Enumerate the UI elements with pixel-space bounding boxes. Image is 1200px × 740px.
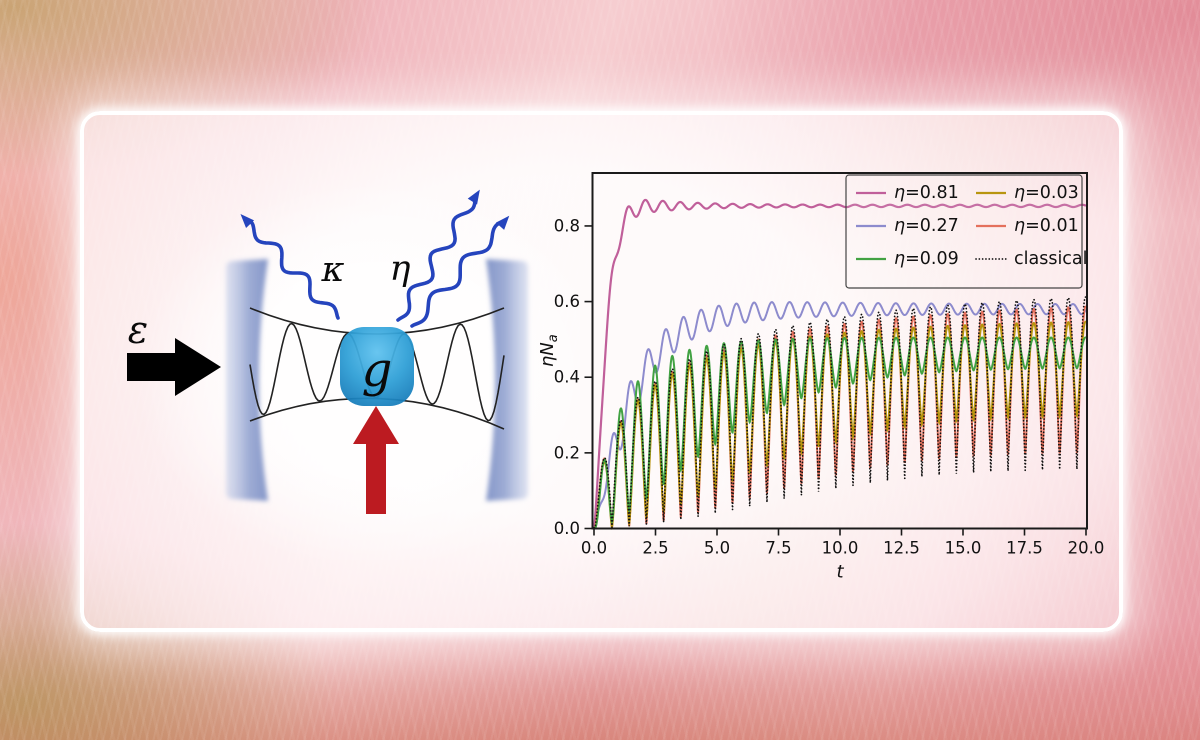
legend-item: classical [1014,249,1088,269]
coupling-label: g [362,342,393,398]
photon-emission-arrows [240,189,510,328]
plot-curves [593,198,1087,531]
series-classical [593,296,1087,529]
x-tick-label: 10.0 [822,539,859,558]
y-tick-label: 0.0 [554,519,580,538]
y-axis-label: ηNa [540,334,561,367]
x-tick-label: 7.5 [765,539,791,558]
kappa-wave-icon [246,219,340,320]
x-tick-label: 15.0 [945,539,982,558]
eta-wave-icon-head [467,189,480,205]
legend-box [845,174,1083,289]
x-tick-label: 0.0 [581,539,607,558]
eta-wave2-icon [410,221,504,328]
qubit-box [340,327,414,406]
x-axis-label: t [836,562,844,583]
eta-label: η [390,249,411,289]
x-tick-label: 12.5 [883,539,920,558]
cavity-diagram: g ε κ η [127,180,580,560]
legend-item: η=0.81 [894,183,959,203]
legend: η=0.81 η=0.27 η=0.09 η=0.03 η=0.01 classical [845,174,1088,289]
y-tick-label: 0.4 [554,368,580,387]
kappa-label: κ [321,250,345,290]
mirror-left-icon [226,259,268,501]
series-0.81 [593,198,1087,529]
drive-arrow-icon [127,338,221,396]
x-tick-label: 5.0 [704,539,730,558]
y-tick-label: 0.2 [554,443,580,462]
figure-card: g ε κ η 0.0 2.5 5.0 7.5 10.0 12.5 15.0 17.5 20.0… [80,111,1123,632]
y-tick-label: 0.6 [554,292,580,311]
x-tick-label: 20.0 [1068,539,1105,558]
drive-label: ε [128,308,148,352]
x-tick-label: 2.5 [642,539,668,558]
kappa-wave-icon-head [240,213,255,228]
oscillation-chart: 0.0 2.5 5.0 7.5 10.0 12.5 15.0 17.5 20.0 0.0 0.2 0.… [540,172,1105,583]
legend-item: η=0.09 [894,249,959,269]
legend-item: η=0.01 [1014,216,1079,236]
series-0.27 [593,301,1087,529]
x-tick-label: 17.5 [1006,539,1043,558]
mirror-right-icon [486,259,528,501]
eta-wave-icon [396,197,477,322]
legend-item: η=0.03 [1014,183,1079,203]
legend-item: η=0.27 [894,216,959,236]
pump-arrow-icon [353,406,399,514]
y-tick-label: 0.8 [554,216,580,235]
eta-wave2-icon-head [495,215,510,230]
